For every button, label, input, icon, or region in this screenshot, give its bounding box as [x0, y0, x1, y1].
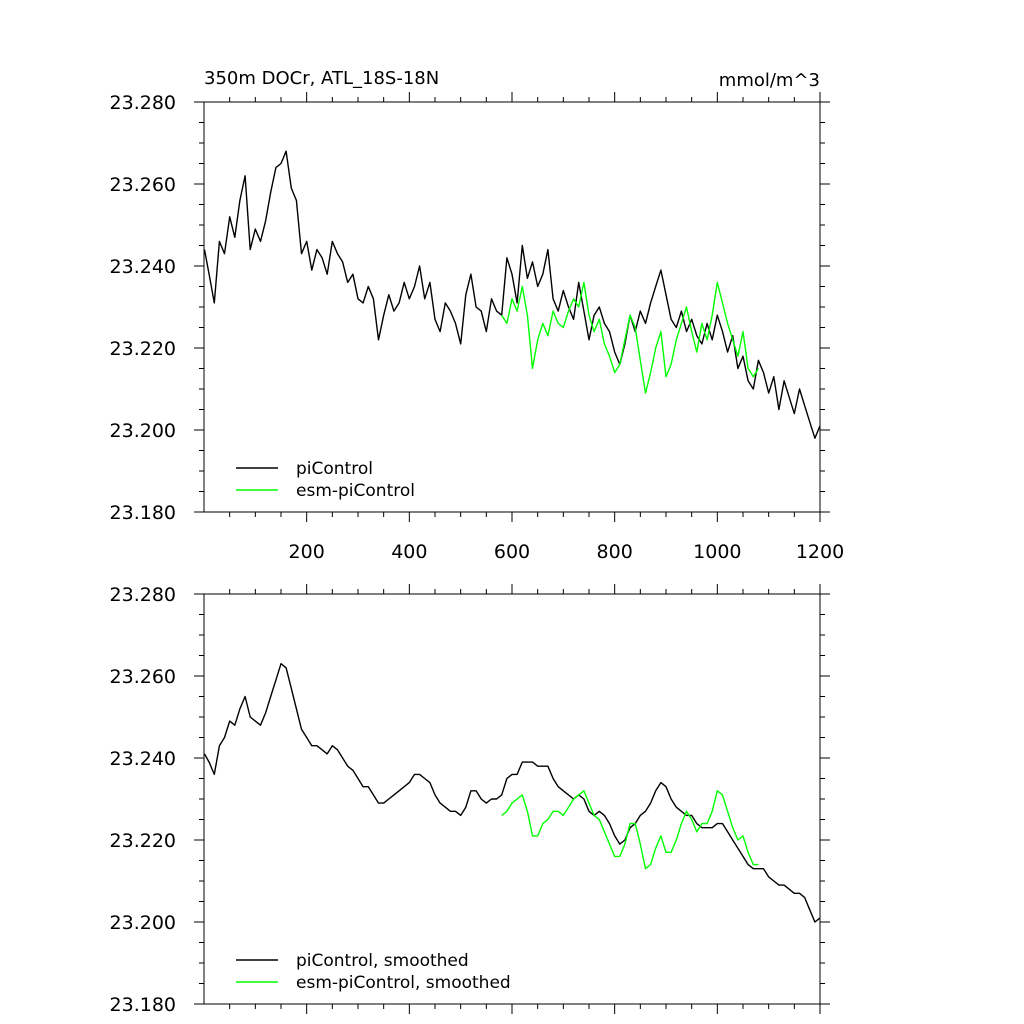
x-tick-label: 600 [494, 541, 530, 563]
y-tick-label: 23.260 [110, 174, 176, 196]
y-tick-label: 23.180 [110, 502, 176, 524]
series-layer [203, 150, 821, 439]
x-tick-label: 400 [391, 541, 427, 563]
legend-label: esm-piControl [296, 481, 415, 501]
bottom-chart-panel: 23.180 23.200 23.220 23.240 23.260 23.280 piC… [110, 584, 830, 1016]
y-tick-label: 23.240 [110, 748, 176, 770]
legend-label: piControl [296, 459, 373, 479]
plot-frame [203, 101, 821, 513]
axis-ticks: 23.180 23.200 23.220 23.240 23.260 23.280 200 4… [110, 92, 844, 563]
y-tick-label: 23.280 [110, 92, 176, 114]
y-tick-label: 23.180 [110, 994, 176, 1016]
legend-label: piControl, smoothed [296, 951, 469, 971]
series-line [501, 790, 759, 870]
axis-ticks: 23.180 23.200 23.220 23.240 23.260 23.280 [110, 584, 830, 1016]
y-tick-label: 23.220 [110, 338, 176, 360]
series-line [203, 663, 821, 923]
chart-title: 350m DOCr, ATL_18S-18N [204, 68, 439, 89]
y-tick-label: 23.200 [110, 912, 176, 934]
y-tick-label: 23.280 [110, 584, 176, 606]
series-line [501, 281, 759, 394]
legend-label: esm-piControl, smoothed [296, 973, 511, 993]
y-tick-label: 23.240 [110, 256, 176, 278]
top-chart-panel: 350m DOCr, ATL_18S-18N mmol/m^3 23.18023… [110, 68, 845, 563]
units-label: mmol/m^3 [719, 70, 820, 91]
x-tick-label: 1200 [796, 541, 844, 563]
series-layer [203, 663, 821, 923]
x-tick-label: 800 [597, 541, 633, 563]
y-tick-label: 23.200 [110, 420, 176, 442]
plot-frame [203, 593, 821, 1005]
y-tick-label: 23.220 [110, 830, 176, 852]
x-tick-label: 200 [289, 541, 325, 563]
x-tick-label: 1000 [693, 541, 741, 563]
series-line [203, 150, 821, 439]
y-tick-label: 23.260 [110, 666, 176, 688]
